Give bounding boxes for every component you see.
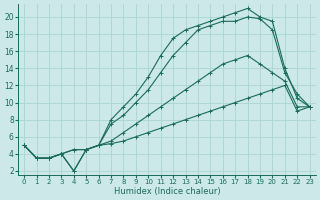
X-axis label: Humidex (Indice chaleur): Humidex (Indice chaleur) <box>114 187 220 196</box>
